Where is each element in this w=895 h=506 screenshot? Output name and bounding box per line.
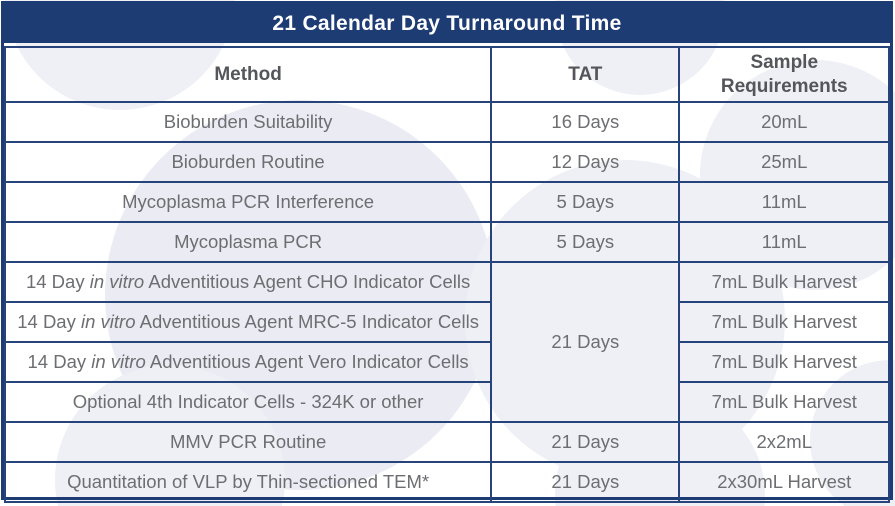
in-vitro-italic: in vitro xyxy=(81,311,136,332)
table-title: 21 Calendar Day Turnaround Time xyxy=(4,4,890,43)
tat-cell-merged: 21 Days xyxy=(490,261,681,423)
table-row: 14 Day in vitro Adventitious Agent MRC-5… xyxy=(3,301,890,343)
in-vitro-italic: in vitro xyxy=(89,271,145,292)
sample-cell: 11mL xyxy=(678,181,890,223)
method-cell: Mycoplasma PCR xyxy=(3,221,493,263)
sample-requirements-column-header: Sample Requirements xyxy=(678,46,890,103)
sample-cell: 7mL Bulk Harvest xyxy=(678,381,890,423)
sample-cell: 25mL xyxy=(678,141,890,183)
method-column-header: Method xyxy=(3,46,493,103)
tat-cell: 12 Days xyxy=(490,141,681,183)
method-cell: Mycoplasma PCR Interference xyxy=(3,181,493,223)
tat-cell: 5 Days xyxy=(490,181,681,223)
sample-cell: 11mL xyxy=(678,221,890,263)
sample-header-line2: Requirements xyxy=(720,75,848,97)
table-row: Bioburden Routine 12 Days 25mL xyxy=(3,141,890,183)
sample-cell: 2x2mL xyxy=(678,421,890,463)
method-cell: 14 Day in vitro Adventitious Agent Vero … xyxy=(3,341,493,383)
tat-cell: 21 Days xyxy=(490,461,681,503)
table-row: MMV PCR Routine 21 Days 2x2mL xyxy=(3,421,890,463)
in-vitro-italic: in vitro xyxy=(91,351,146,372)
tat-cell: 21 Days xyxy=(490,421,681,463)
sample-cell: 7mL Bulk Harvest xyxy=(678,341,890,383)
table-row: Bioburden Suitability 16 Days 20mL xyxy=(3,101,890,143)
tat-column-header: TAT xyxy=(490,46,681,103)
sample-cell: 20mL xyxy=(678,101,890,143)
sample-cell: 2x30mL Harvest xyxy=(678,461,890,503)
header-row: Method TAT Sample Requirements xyxy=(3,46,890,103)
table-row: Optional 4th Indicator Cells - 324K or o… xyxy=(3,381,890,423)
method-cell: Quantitation of VLP by Thin-sectioned TE… xyxy=(3,461,493,503)
turnaround-table: Method TAT Sample Requirements Bioburden… xyxy=(3,46,890,503)
method-cell: Bioburden Routine xyxy=(3,141,493,183)
method-cell: MMV PCR Routine xyxy=(3,421,493,463)
table-row: Mycoplasma PCR 5 Days 11mL xyxy=(3,221,890,263)
method-cell: Optional 4th Indicator Cells - 324K or o… xyxy=(3,381,493,423)
tat-cell: 5 Days xyxy=(490,221,681,263)
sample-cell: 7mL Bulk Harvest xyxy=(678,261,890,303)
table-row: Quantitation of VLP by Thin-sectioned TE… xyxy=(3,461,890,503)
table-row: Mycoplasma PCR Interference 5 Days 11mL xyxy=(3,181,890,223)
tat-cell: 16 Days xyxy=(490,101,681,143)
sample-header-line1: Sample xyxy=(750,51,819,73)
method-cell: Bioburden Suitability xyxy=(3,101,493,143)
table-row: 14 Day in vitro Adventitious Agent CHO I… xyxy=(3,261,890,423)
table-row: 14 Day in vitro Adventitious Agent Vero … xyxy=(3,341,890,383)
method-cell: 14 Day in vitro Adventitious Agent CHO I… xyxy=(3,261,493,303)
method-cell: 14 Day in vitro Adventitious Agent MRC-5… xyxy=(3,301,493,343)
sample-cell: 7mL Bulk Harvest xyxy=(678,301,890,343)
